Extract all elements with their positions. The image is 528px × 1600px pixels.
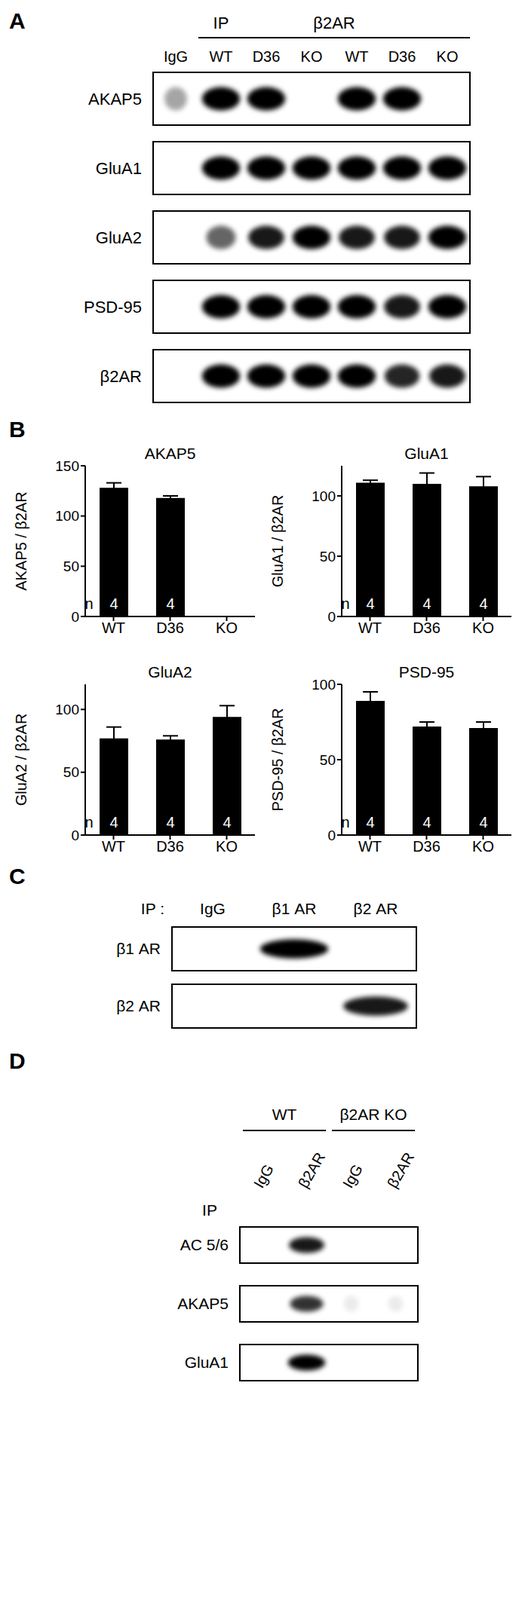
svg-text:AKAP5 / β2AR: AKAP5 / β2AR <box>13 491 30 592</box>
svg-text:β2AR: β2AR <box>100 367 142 387</box>
svg-text:4: 4 <box>222 814 231 832</box>
svg-text:4: 4 <box>165 595 175 613</box>
svg-text:AC 5/6: AC 5/6 <box>180 1237 229 1255</box>
svg-text:100: 100 <box>311 488 336 505</box>
svg-text:IP: IP <box>213 13 230 33</box>
svg-text:4: 4 <box>165 814 175 832</box>
svg-text:D36: D36 <box>252 48 281 65</box>
svg-text:4: 4 <box>478 595 488 613</box>
svg-text:100: 100 <box>311 677 336 694</box>
svg-text:IgG: IgG <box>339 1162 366 1192</box>
svg-text:β1 AR: β1 AR <box>272 900 317 918</box>
svg-text:KO: KO <box>436 48 459 65</box>
svg-text:100: 100 <box>55 702 80 719</box>
svg-text:β1 AR: β1 AR <box>116 940 161 958</box>
svg-text:IgG: IgG <box>163 48 188 65</box>
svg-text:0: 0 <box>70 609 80 626</box>
svg-text:β2 AR: β2 AR <box>353 900 399 918</box>
svg-text:50: 50 <box>63 558 80 575</box>
svg-text:IgG: IgG <box>199 900 226 918</box>
svg-text:GluA1 / β2AR: GluA1 / β2AR <box>270 495 286 589</box>
svg-text:WT: WT <box>344 48 369 65</box>
svg-text:IP: IP <box>202 1202 218 1220</box>
svg-text:B: B <box>9 417 26 443</box>
svg-text:GluA1: GluA1 <box>95 159 142 179</box>
svg-text:GluA1: GluA1 <box>184 1354 229 1373</box>
svg-text:0: 0 <box>70 828 80 845</box>
svg-text:PSD-95 / β2AR: PSD-95 / β2AR <box>270 708 286 812</box>
svg-text:WT: WT <box>272 1106 298 1124</box>
svg-text:KO: KO <box>215 838 238 856</box>
svg-text:WT: WT <box>208 48 233 65</box>
svg-text:100: 100 <box>55 508 80 525</box>
svg-text:IgG: IgG <box>250 1162 277 1192</box>
svg-text:WT: WT <box>358 838 382 856</box>
svg-text:n: n <box>84 595 93 613</box>
svg-text:4: 4 <box>365 595 375 613</box>
svg-text:150: 150 <box>55 458 80 475</box>
svg-text:D36: D36 <box>156 620 185 637</box>
svg-text:50: 50 <box>319 549 336 565</box>
svg-text:4: 4 <box>478 814 488 832</box>
svg-text:D36: D36 <box>412 838 441 856</box>
svg-text:D36: D36 <box>156 838 185 856</box>
svg-text:4: 4 <box>109 814 118 832</box>
svg-text:0: 0 <box>327 828 336 845</box>
svg-text:WT: WT <box>358 620 382 637</box>
svg-text:0: 0 <box>327 609 336 626</box>
svg-text:IP :: IP : <box>141 900 165 918</box>
svg-text:50: 50 <box>63 764 80 781</box>
svg-text:β2AR: β2AR <box>383 1150 418 1192</box>
svg-text:KO: KO <box>472 838 495 856</box>
svg-text:50: 50 <box>319 752 336 769</box>
html-text:PSD-95: PSD-95 <box>398 663 455 682</box>
svg-text:A: A <box>9 8 26 34</box>
svg-text:GluA2: GluA2 <box>95 228 142 248</box>
svg-text:KO: KO <box>215 620 238 637</box>
svg-text:n: n <box>340 814 350 832</box>
svg-text:WT: WT <box>101 838 126 856</box>
svg-text:KO: KO <box>300 48 323 65</box>
html-text:AKAP5: AKAP5 <box>144 445 196 463</box>
svg-text:AKAP5: AKAP5 <box>177 1295 229 1314</box>
svg-text:n: n <box>340 595 350 613</box>
svg-text:4: 4 <box>365 814 375 832</box>
svg-text:D36: D36 <box>388 48 417 65</box>
svg-text:KO: KO <box>472 620 495 637</box>
html-text:GluA1: GluA1 <box>404 445 449 463</box>
svg-text:4: 4 <box>422 595 431 613</box>
svg-text:n: n <box>84 814 93 832</box>
svg-text:D: D <box>9 1049 26 1075</box>
svg-text:AKAP5: AKAP5 <box>88 89 142 109</box>
svg-text:C: C <box>9 864 26 890</box>
svg-text:4: 4 <box>109 595 118 613</box>
html-text:GluA2: GluA2 <box>148 663 193 682</box>
svg-text:D36: D36 <box>412 620 441 637</box>
svg-text:4: 4 <box>422 814 431 832</box>
svg-text:β2AR: β2AR <box>313 13 355 33</box>
svg-text:β2 AR: β2 AR <box>116 997 161 1016</box>
svg-text:β2AR: β2AR <box>294 1150 329 1192</box>
svg-text:WT: WT <box>101 620 126 637</box>
svg-text:GluA2 / β2AR: GluA2 / β2AR <box>13 714 30 808</box>
svg-text:β2AR KO: β2AR KO <box>339 1106 407 1124</box>
svg-text:PSD-95: PSD-95 <box>83 297 142 317</box>
